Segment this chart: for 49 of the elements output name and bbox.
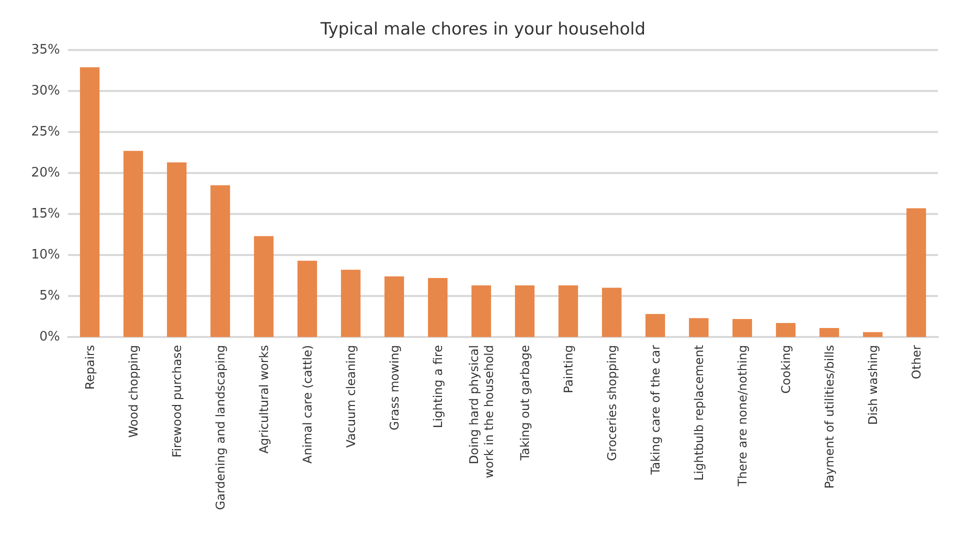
bar (123, 150, 144, 337)
x-tick-label: Groceries shopping (604, 345, 619, 461)
bar (819, 328, 840, 337)
chart-title: Typical male chores in your household (319, 20, 646, 40)
x-tick-label: Agricultural works (256, 345, 271, 454)
y-tick-label: 0% (39, 330, 60, 344)
x-tick-label: Firewood purchase (170, 345, 184, 458)
y-tick-label: 15% (31, 206, 60, 222)
x-tick-label: Wood chopping (126, 345, 140, 438)
x-tick-label: Payment of utilities/bills (822, 345, 836, 489)
x-tick-label: Dish washing (866, 345, 880, 425)
y-tick-label: 20% (31, 166, 60, 180)
bar (384, 276, 404, 337)
x-tick-label: Doing hard physical work in the household (466, 345, 496, 478)
x-tick-label: Gardening and landscaping (213, 345, 228, 510)
x-tick-label: Animal care (cattle) (300, 345, 314, 464)
y-tick-label: 10% (31, 248, 60, 262)
bar (428, 278, 448, 337)
x-tick-label: Grass mowing (387, 345, 402, 430)
x-tick-label: Cooking (778, 345, 793, 394)
y-tick-label: 5% (39, 288, 60, 304)
x-tick-label: There are none/nothing (735, 345, 750, 488)
bar (862, 332, 883, 337)
x-tick-label: Lightbulb replacement (692, 344, 706, 481)
bar (514, 285, 535, 337)
y-tick-label: 25% (31, 124, 60, 140)
bar (732, 318, 752, 337)
x-tick-label: Repairs (82, 345, 97, 390)
x-tick-label: Vacuum cleaning (344, 345, 358, 448)
bar (645, 314, 666, 337)
x-tick-label: Painting (561, 345, 576, 394)
bar (80, 67, 100, 337)
x-tick-label: Other (909, 344, 924, 380)
bar (166, 162, 187, 337)
y-tick-label: 30% (31, 84, 60, 98)
bar (558, 285, 578, 337)
bar (210, 185, 230, 337)
bar (776, 323, 796, 337)
bar (471, 285, 492, 337)
bar (906, 208, 926, 337)
y-tick-label: 35% (31, 42, 60, 58)
bar (688, 318, 709, 337)
bar (297, 260, 318, 337)
x-tick-label: Taking out garbage (518, 345, 532, 462)
bar (602, 288, 622, 337)
x-tick-label: Lighting a fire (430, 345, 445, 428)
bar (340, 270, 361, 337)
bar (254, 236, 274, 337)
x-tick-label: Taking care of the car (648, 344, 662, 476)
